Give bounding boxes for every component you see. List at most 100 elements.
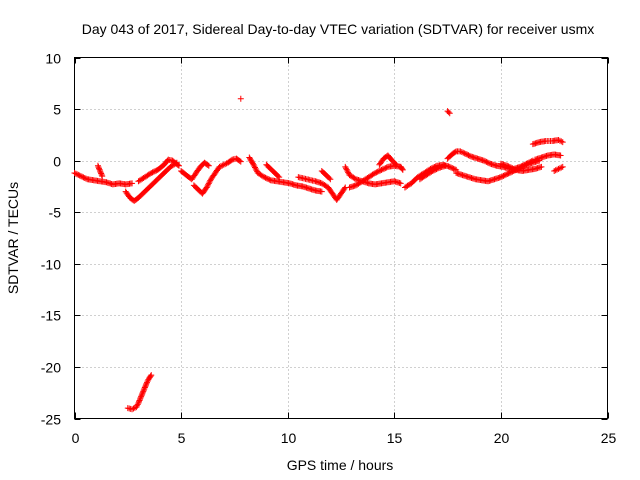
data-point [139,391,146,398]
data-point [129,406,136,413]
data-point [429,167,436,174]
data-point [148,170,155,177]
data-point [135,400,142,407]
data-point [465,152,472,159]
data-point [143,379,150,386]
data-point [523,160,530,167]
data-point [382,165,389,172]
data-point [446,110,453,117]
data-point [251,163,258,170]
data-point [370,170,377,177]
data-point [152,168,159,175]
data-point [135,398,142,405]
x-tick-label: 5 [178,430,186,446]
data-point [140,388,147,395]
data-point [96,166,103,173]
data-point [552,167,559,174]
data-point [341,185,348,192]
data-point [220,161,227,168]
data-point [216,163,223,170]
data-point [464,151,471,158]
data-point [345,169,352,176]
data-point [203,184,210,191]
data-point [484,159,491,166]
data-point [383,164,390,171]
data-point [75,171,82,178]
data-point [461,150,468,157]
data-point [97,167,104,174]
x-tick-label: 25 [601,430,617,446]
data-point [205,180,212,187]
data-point [237,95,244,102]
data-point [250,161,257,168]
y-axis-label: SDTVAR / TECUs [5,182,21,294]
data-point [74,171,81,178]
data-point [499,173,506,180]
data-point [433,166,440,173]
data-point [98,171,105,178]
data-point [222,161,229,168]
data-point [140,387,147,394]
data-point [148,372,155,379]
x-tick-label: 15 [387,430,403,446]
data-point [480,157,487,164]
data-point [327,176,334,183]
data-point [79,173,86,180]
data-point [434,165,441,172]
y-tick-label: -5 [49,205,62,221]
data-point [253,167,260,174]
data-point [373,169,380,176]
data-point [149,169,156,176]
data-point [520,161,527,168]
data-point [482,158,489,165]
data-point [375,168,382,175]
data-point [517,163,524,170]
data-point [556,165,563,172]
data-points [71,95,566,413]
data-point [378,166,385,173]
data-point [558,164,565,171]
plot-frame [74,57,608,419]
x-tick-label: 0 [72,430,80,446]
data-point [428,168,435,175]
data-point [137,394,144,401]
data-point [528,158,535,165]
data-point [72,170,79,177]
data-point [76,172,83,179]
data-point [237,158,244,165]
data-point [146,170,153,177]
data-point [252,164,259,171]
data-point [462,151,469,158]
data-point [204,162,211,169]
data-point [141,384,148,391]
data-point [446,163,453,170]
data-point [342,165,349,172]
data-point [432,166,439,173]
data-point [219,162,226,169]
data-point [451,166,458,173]
x-tick-label: 10 [281,430,297,446]
data-point [80,174,87,181]
data-point [379,166,386,173]
data-point [466,152,473,159]
data-point [504,162,511,169]
data-point [555,165,562,172]
data-point [96,165,103,172]
data-point [144,378,151,385]
data-point [450,165,457,172]
data-point [557,152,564,159]
data-point [276,174,283,181]
axis-ticks: 0 5 10 15 20 25 10 5 0 -5 -10 -15 -20 -25 [41,51,617,447]
data-point [445,109,452,116]
data-point [142,381,149,388]
data-point [342,163,349,170]
data-point [556,137,563,144]
data-point [133,404,140,411]
data-point [252,165,259,172]
data-point [381,165,388,172]
data-point [506,164,513,171]
data-point [150,168,157,175]
data-point [98,170,105,177]
data-point [526,159,533,166]
